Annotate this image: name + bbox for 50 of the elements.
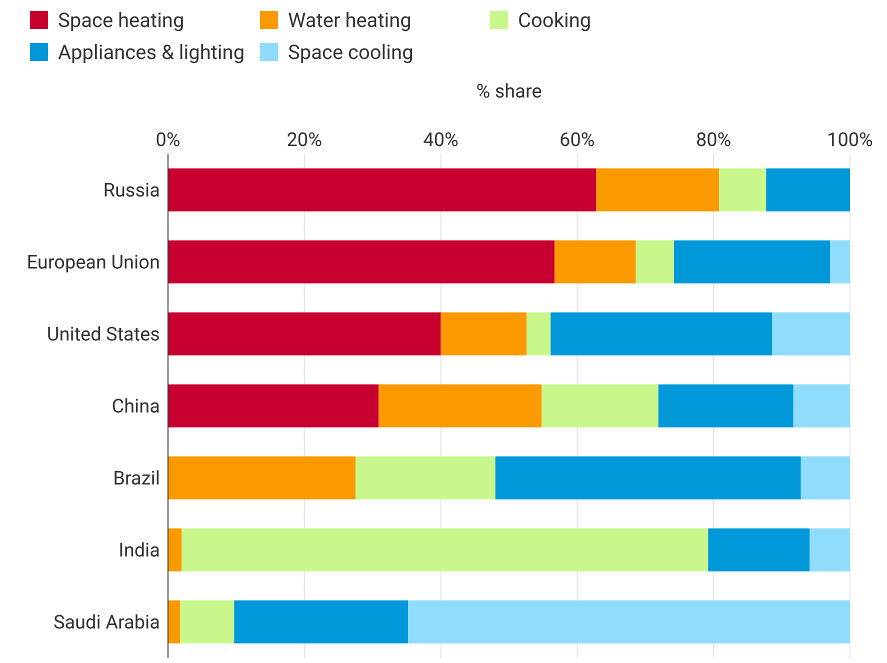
bar [356, 456, 496, 500]
x-tick-label: 60% [560, 128, 595, 151]
bar [674, 240, 830, 284]
bar [378, 384, 542, 428]
x-tick-label: 80% [696, 128, 732, 151]
bar [168, 312, 441, 356]
x-tick-label: 0% [156, 128, 180, 151]
y-tick-label: Brazil [113, 466, 160, 490]
bar [636, 240, 674, 284]
y-tick-label: United States [46, 322, 160, 346]
bar [708, 528, 810, 572]
bar [168, 456, 356, 500]
bar [766, 168, 850, 212]
bar [168, 384, 379, 428]
x-tick-label: 100% [827, 128, 874, 151]
legend-label: Space cooling [288, 40, 414, 64]
x-axis-title: % share [476, 79, 542, 102]
bar [596, 168, 720, 212]
bar [495, 456, 801, 500]
legend-label: Water heating [288, 8, 412, 32]
bar [830, 240, 850, 284]
x-tick-label: 40% [423, 128, 459, 151]
bar [658, 384, 794, 428]
y-tick-label: Russia [103, 178, 160, 202]
legend-label: Space heating [58, 8, 184, 32]
bar [810, 528, 850, 572]
bar [550, 312, 772, 356]
y-tick-label: India [118, 538, 160, 562]
bar [168, 528, 182, 572]
bar [800, 456, 850, 500]
bar [182, 528, 708, 572]
y-tick-label: Saudi Arabia [53, 610, 160, 634]
bar [234, 600, 408, 644]
x-tick-label: 20% [286, 128, 322, 151]
bar [168, 240, 555, 284]
y-tick-label: European Union [26, 250, 160, 274]
legend-label: Appliances & lighting [58, 40, 245, 64]
legend-label: Cooking [518, 8, 592, 32]
bar [793, 384, 850, 428]
bar [180, 600, 234, 644]
bar [772, 312, 850, 356]
bar [542, 384, 658, 428]
bar [719, 168, 766, 212]
bar [168, 168, 596, 212]
bar [554, 240, 636, 284]
bar [168, 600, 180, 644]
bar [408, 600, 850, 644]
bar [526, 312, 551, 356]
bar [440, 312, 527, 356]
y-tick-label: China [112, 394, 160, 418]
